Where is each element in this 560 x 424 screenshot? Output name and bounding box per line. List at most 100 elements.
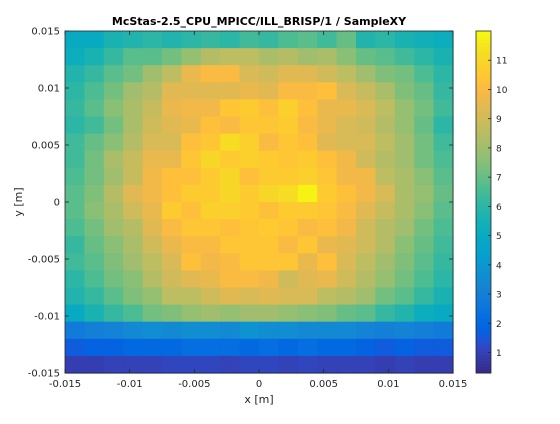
heatmap-cell (356, 150, 376, 169)
heatmap-cell (65, 48, 85, 66)
x-tick-label: 0.005 (309, 379, 338, 390)
heatmap-cell (123, 31, 144, 49)
heatmap-cell (142, 304, 163, 323)
heatmap-cell (239, 202, 260, 220)
colorbar-segment (476, 37, 491, 41)
heatmap-cell (317, 287, 338, 306)
heatmap-cell (297, 82, 318, 100)
heatmap-cell (433, 184, 454, 203)
heatmap-cell (297, 253, 318, 271)
heatmap-cell (142, 150, 163, 169)
colorbar-segment (476, 226, 491, 230)
heatmap-cell (278, 31, 299, 49)
colorbar-frame (475, 30, 492, 374)
heatmap-cell (336, 99, 357, 118)
heatmap-cell (142, 48, 163, 66)
heatmap-cell (278, 270, 299, 289)
heatmap-cell (142, 133, 163, 152)
heatmap-cell (103, 116, 124, 135)
heatmap-cell (200, 287, 221, 306)
heatmap-cell (414, 116, 435, 135)
heatmap-cell (220, 133, 241, 152)
heatmap-cell (181, 253, 202, 271)
heatmap-cell (317, 253, 338, 271)
heatmap-cell (65, 236, 85, 254)
colorbar-segment (476, 322, 491, 326)
y-tick-label: -0.015 (28, 369, 60, 380)
colorbar-segment (476, 331, 491, 335)
heatmap-cell (336, 116, 357, 135)
heatmap-cell (181, 338, 202, 357)
heatmap-cell (239, 31, 260, 49)
heatmap-cell (123, 133, 144, 152)
colorbar-tick-label: 6 (496, 203, 502, 213)
heatmap-cell (103, 219, 124, 237)
heatmap-cell (162, 253, 182, 271)
heatmap-cell (259, 99, 279, 118)
heatmap-cell (162, 150, 182, 169)
heatmap-cell (317, 167, 338, 186)
y-tick-label: -0.01 (34, 312, 60, 323)
heatmap-cell (65, 167, 85, 186)
colorbar-segment (476, 328, 491, 332)
heatmap-cell (200, 219, 221, 237)
heatmap-cell (200, 116, 221, 135)
heatmap-cell (297, 219, 318, 237)
heatmap-cell (181, 48, 202, 66)
colorbar-tick-label: 4 (496, 261, 502, 271)
heatmap-cell (356, 338, 376, 357)
y-tick-label: 0 (54, 198, 60, 209)
heatmap-cell (317, 236, 338, 254)
heatmap-cell (375, 133, 396, 152)
heatmap-cell (375, 99, 396, 118)
colorbar-segment (476, 88, 491, 92)
heatmap-cell (200, 65, 221, 83)
heatmap-cell (142, 65, 163, 83)
heatmap-cell (84, 133, 105, 152)
colorbar-segment (476, 346, 491, 350)
heatmap-cell (336, 82, 357, 100)
heatmap-cell (259, 355, 279, 374)
heatmap-cell (239, 184, 260, 203)
heatmap-cell (375, 270, 396, 289)
heatmap-cell (433, 338, 454, 357)
colorbar-segment (476, 274, 491, 278)
colorbar-segment (476, 217, 491, 221)
heatmap-cell (394, 304, 415, 323)
heatmap-cell (317, 321, 338, 340)
heatmap-cell (394, 355, 415, 374)
colorbar-segment (476, 130, 491, 134)
heatmap-cell (297, 355, 318, 374)
colorbar-segment (476, 187, 491, 191)
heatmap-cell (239, 48, 260, 66)
heatmap-cell (239, 236, 260, 254)
heatmap-cell (336, 150, 357, 169)
colorbar-segment (476, 109, 491, 113)
colorbar-segment (476, 58, 491, 62)
heatmap-cell (375, 167, 396, 186)
heatmap-cell (259, 167, 279, 186)
heatmap-cell (181, 82, 202, 100)
heatmap-cell (336, 287, 357, 306)
x-tick-label: 0.01 (377, 379, 399, 390)
heatmap-cell (375, 355, 396, 374)
colorbar-segment (476, 340, 491, 344)
colorbar-segment (476, 337, 491, 341)
heatmap-cell (278, 48, 299, 66)
x-tick-label: 0 (256, 379, 262, 390)
heatmap-cell (414, 133, 435, 152)
heatmap-cell (297, 31, 318, 49)
x-tick-label: -0.015 (49, 379, 81, 390)
colorbar-segment (476, 199, 491, 203)
heatmap-cell (278, 236, 299, 254)
heatmap-cell (336, 355, 357, 374)
heatmap-cell (317, 270, 338, 289)
y-tick-label: 0.015 (31, 27, 60, 38)
heatmap-cell (259, 202, 279, 220)
heatmap-cell (394, 236, 415, 254)
heatmap-cell (123, 253, 144, 271)
heatmap-cell (162, 270, 182, 289)
heatmap-cell (375, 82, 396, 100)
heatmap-cell (433, 304, 454, 323)
heatmap-cell (375, 304, 396, 323)
